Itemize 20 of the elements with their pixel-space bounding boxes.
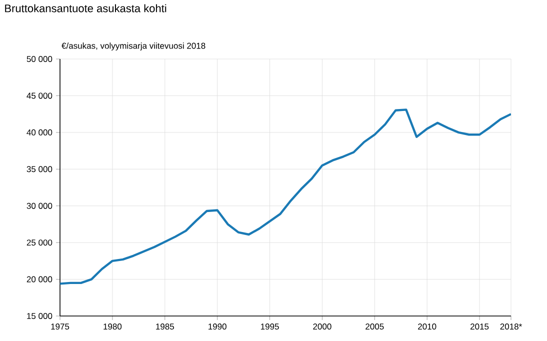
- x-tick-label: 1985: [156, 324, 174, 330]
- y-tick-label: 20 000: [26, 276, 52, 282]
- x-tick-label: 2000: [313, 324, 332, 330]
- x-tick-label: 1980: [104, 324, 122, 330]
- y-tick-label: 45 000: [26, 92, 52, 99]
- y-tick-label: 30 000: [26, 202, 52, 209]
- y-tick-label: 25 000: [26, 240, 52, 246]
- x-tick-label: 2015: [470, 324, 489, 330]
- x-tick-label: 1990: [208, 324, 226, 330]
- x-tick-label: 2010: [418, 324, 436, 330]
- y-tick-label: 40 000: [26, 129, 52, 136]
- x-tick-label: 2018*: [500, 324, 522, 330]
- chart-title: Bruttokansantuote asukasta kohti: [5, 4, 166, 12]
- x-tick-label: 1995: [260, 324, 279, 330]
- y-axis-title: €/asukas, volyymisarja viitevuosi 2018: [62, 42, 206, 50]
- y-tick-label: 35 000: [26, 166, 52, 172]
- y-tick-label: 50 000: [26, 56, 52, 62]
- x-tick-label: 2005: [366, 324, 384, 330]
- y-tick-label: 15 000: [27, 312, 52, 320]
- x-tick-label: 1975: [51, 324, 70, 330]
